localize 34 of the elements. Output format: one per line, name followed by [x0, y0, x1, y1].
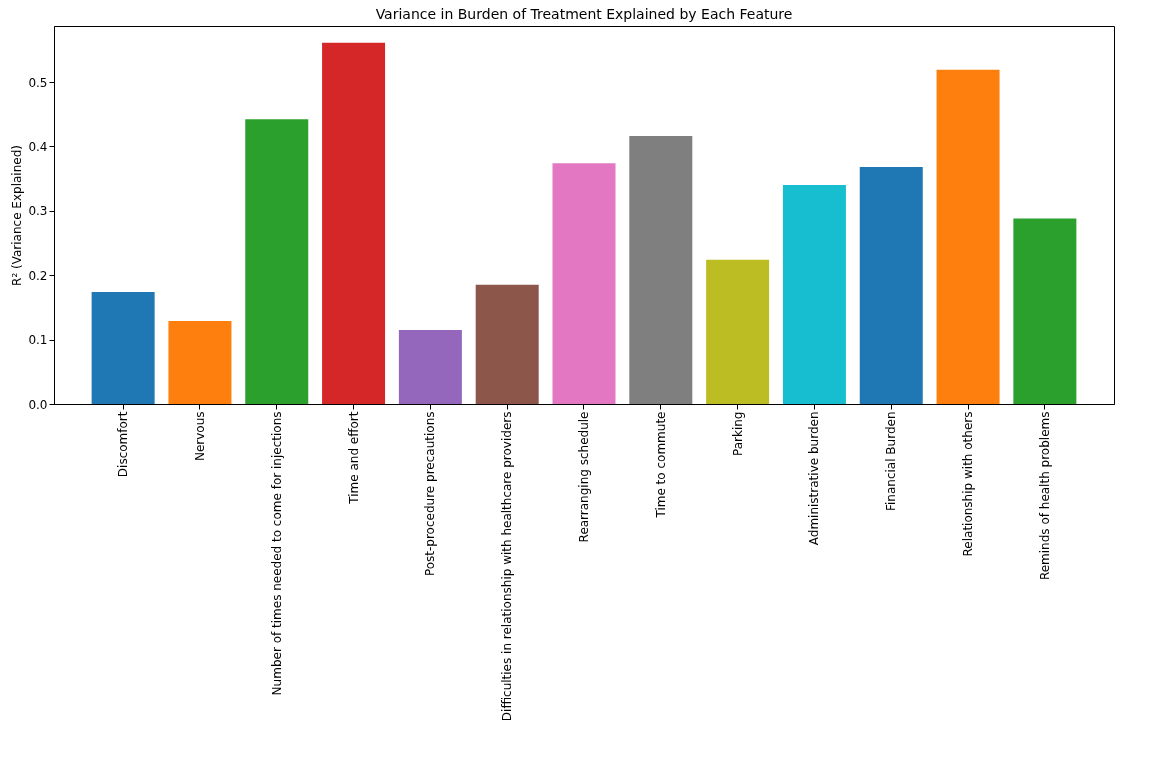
chart-title: Variance in Burden of Treatment Explained by Each Feature [375, 6, 793, 22]
bar [859, 167, 923, 404]
y-axis-title: R² (Variance Explained) [10, 145, 25, 286]
x-tick-label: Difficulties in relationship with healthcare providers [500, 411, 515, 722]
x-tick-label: Administrative burden [807, 411, 822, 546]
x-tick-label: Financial Burden [884, 411, 899, 512]
y-tick-label: 0.4 [28, 139, 48, 154]
y-tick-label: 0.1 [28, 333, 48, 348]
bar [475, 284, 539, 404]
bar [706, 259, 770, 404]
y-tick-label: 0.2 [28, 268, 48, 283]
bar [322, 42, 386, 404]
y-tick-label: 0.3 [28, 204, 48, 219]
y-tick-label: 0.0 [28, 397, 48, 412]
x-tick-label: Parking [730, 411, 745, 456]
bar [91, 291, 155, 404]
bar [936, 69, 1000, 404]
bar [1013, 218, 1077, 404]
bar [782, 185, 846, 404]
y-tick-label: 0.5 [28, 75, 48, 90]
bar [629, 136, 693, 404]
x-tick-label: Time and effort [346, 411, 361, 505]
x-tick-label: Discomfort [116, 411, 131, 478]
x-tick-label: Number of times needed to come for injections [269, 411, 284, 696]
x-tick-label: Time to commute [653, 411, 668, 519]
x-tick-label: Relationship with others [961, 411, 976, 557]
bar [552, 163, 616, 404]
bar [168, 320, 232, 404]
x-tick-label: Rearranging schedule [577, 411, 591, 543]
x-tick-label: Post-procedure precautions [423, 411, 438, 577]
x-tick-label: Reminds of health problems [1037, 411, 1052, 581]
bar [245, 119, 309, 404]
bar [398, 329, 462, 404]
x-tick-label: Nervous [192, 411, 207, 462]
